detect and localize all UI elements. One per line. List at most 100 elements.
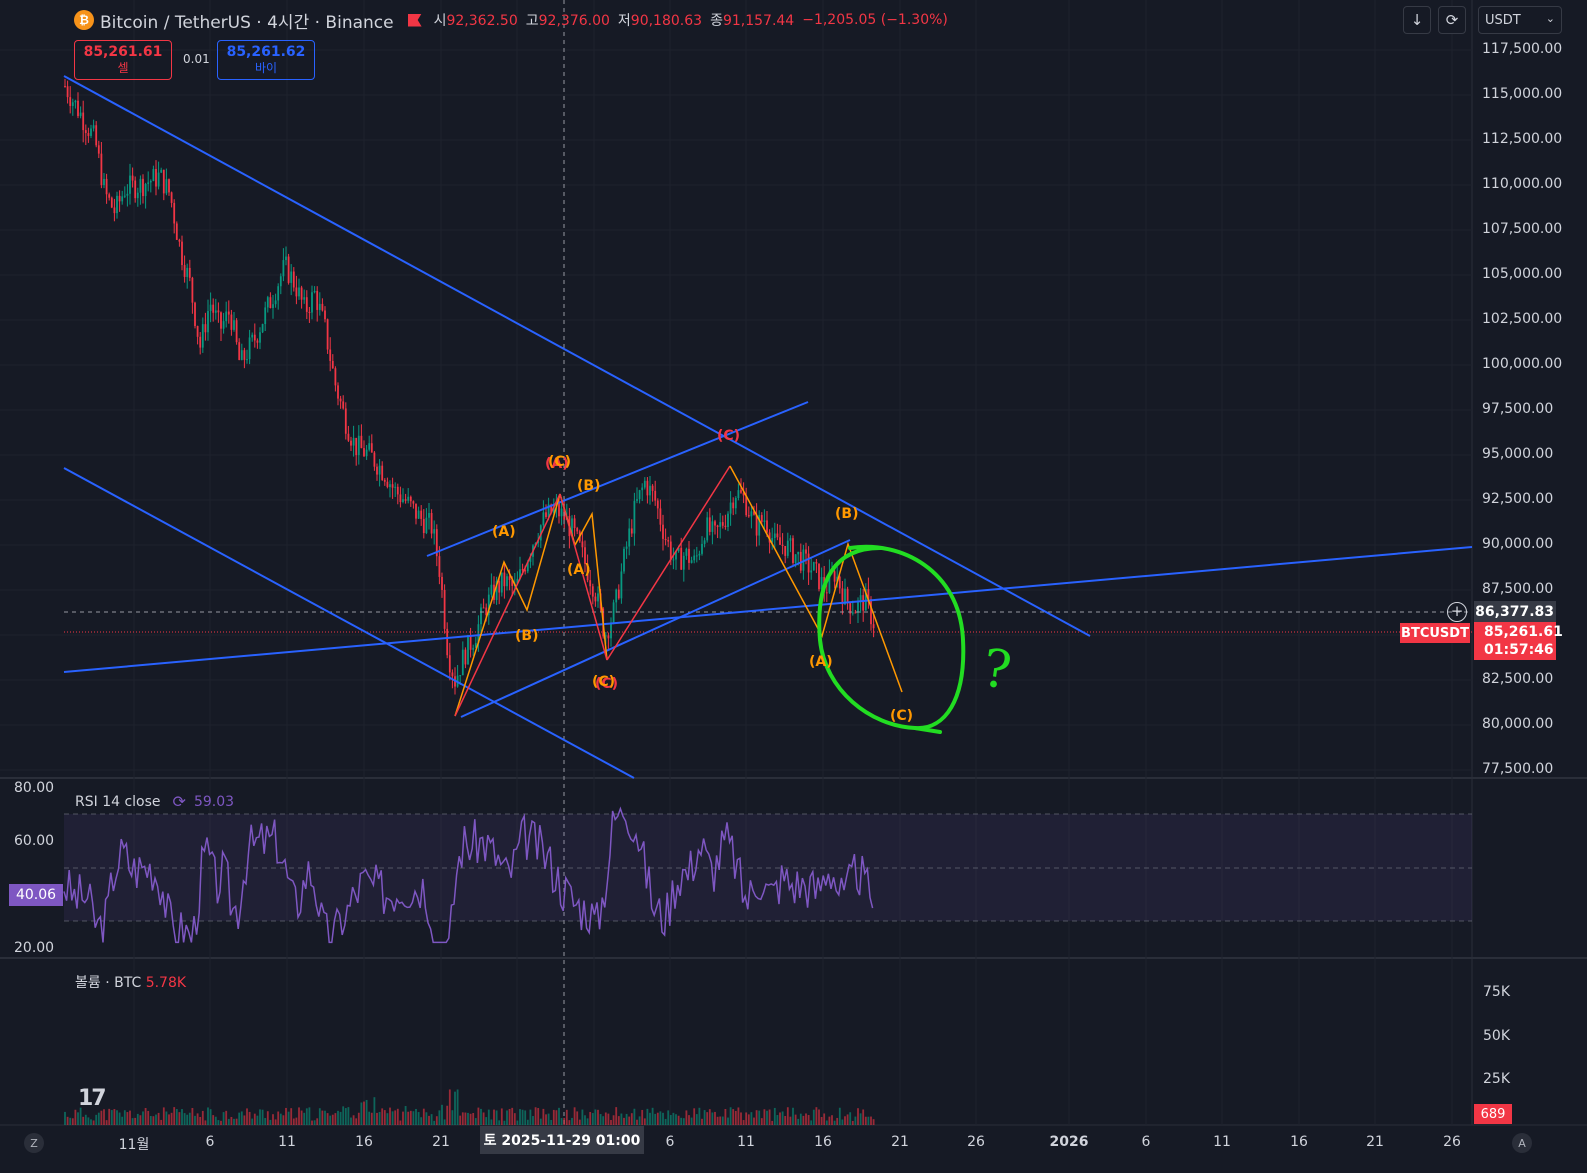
plus-circle-icon[interactable]: + [1447,602,1467,622]
volume-bar [391,1111,394,1125]
wave-label[interactable]: (C) [592,674,616,690]
volume-bar [698,1107,701,1125]
volume-bar [760,1118,763,1125]
tradingview-logo[interactable]: 17 [78,1086,107,1111]
volume-bar [355,1118,358,1125]
candle-body [573,518,576,529]
volume-bar [417,1112,420,1125]
volume-bar [402,1111,404,1125]
candle-body [71,102,74,106]
volume-bar [838,1107,841,1125]
volume-bar [844,1116,846,1125]
candle-body [630,528,633,534]
volume-bar [292,1118,295,1125]
currency-select[interactable]: USDT ⌄ [1478,6,1562,34]
volume-bar [227,1118,230,1125]
zoom-corner-icon[interactable]: Z [24,1133,44,1153]
volume-bar [565,1109,568,1125]
time-axis-label: 21 [1366,1134,1384,1150]
volume-legend[interactable]: 볼륨 · BTC 5.78K [75,972,186,992]
candle-body [750,511,753,517]
volume-title: 볼륨 · BTC [75,975,142,991]
time-axis-label: 6 [205,1134,215,1150]
candle-body [84,130,87,133]
candle-body [610,622,612,639]
wave-label[interactable]: (C) [890,708,914,724]
ohlc-close: 종91,157.44 [710,13,795,29]
candle-body [430,513,433,534]
volume-bar [532,1116,534,1125]
volume-bar [560,1118,563,1125]
chevron-down-icon: ⌄ [1545,12,1555,25]
volume-bar [298,1107,300,1125]
price-axis-label: 95,000.00 [1482,446,1554,462]
wave-label[interactable]: (C) [548,454,572,470]
volume-bar [287,1111,290,1125]
wave-label[interactable]: (B) [515,628,539,644]
volume-axis-label: 75K [1483,984,1510,1000]
candle-body [157,172,160,187]
volume-bar [365,1099,368,1125]
buy-button[interactable]: 85,261.62 바이 [217,40,315,80]
volume-bar [799,1113,802,1125]
volume-bar [207,1107,209,1125]
download-icon[interactable]: ↓ [1403,6,1431,34]
volume-bar [740,1112,742,1125]
sync-icon[interactable]: ⟳ [172,792,186,811]
rsi-legend[interactable]: RSI 14 close ⟳ 59.03 [75,792,234,811]
volume-bar [386,1113,389,1125]
volume-bar [776,1115,779,1125]
candle-body [763,520,766,522]
candle-body [287,256,290,283]
wave-label[interactable]: (B) [835,506,859,522]
wave-label[interactable]: (A) [809,654,833,670]
rsi-axis-label: 80.00 [14,780,55,796]
volume-bar [105,1120,108,1125]
candle-body [766,520,768,533]
candle-body [123,195,126,197]
wave-label[interactable]: (B) [577,478,601,494]
price-axis-label: 82,500.00 [1482,671,1554,687]
flag-icon[interactable] [407,13,422,27]
volume-bar [243,1115,246,1125]
refresh-icon[interactable]: ⟳ [1438,6,1466,34]
candle-body [482,607,485,609]
auto-scale-icon[interactable]: A [1512,1133,1532,1153]
wave-label[interactable]: (C) [595,676,619,692]
wave-label[interactable]: (A) [492,524,516,540]
candle-body [139,178,142,193]
candle-body [812,562,815,571]
volume-bar [274,1119,277,1125]
wave-label[interactable]: (A) [545,456,569,472]
drawings[interactable] [63,0,1473,1125]
volume-bar [350,1117,352,1125]
volume-bar [659,1111,662,1125]
candle-body [680,547,683,570]
volume-bar [303,1112,306,1125]
candle-body [708,517,711,532]
candle-body [672,559,675,561]
price-axis-label: 77,500.00 [1482,761,1554,777]
symbol-title[interactable]: Bitcoin / TetherUS · 4시간 · Binance [100,12,394,33]
candle-body [711,521,714,532]
volume-bar [526,1119,529,1125]
sell-button[interactable]: 85,261.61 셀 [74,40,172,80]
volume-bar [732,1109,735,1125]
volume-bar [441,1104,443,1125]
candle-body [391,484,394,488]
volume-bar [363,1101,365,1125]
candle-body [464,649,467,665]
volume-bar [264,1117,267,1125]
candle-body [773,533,776,538]
volume-bar [667,1110,670,1125]
candle-body [872,624,875,629]
volume-bar [755,1110,758,1125]
wave-label[interactable]: (C) [717,428,741,444]
volume-bar [610,1119,612,1125]
candle-body [355,437,358,456]
candle-body [246,359,248,361]
ohlc-low: 저90,180.63 [617,13,703,29]
candle-body [526,561,529,572]
wave-label[interactable]: (A) [567,562,591,578]
